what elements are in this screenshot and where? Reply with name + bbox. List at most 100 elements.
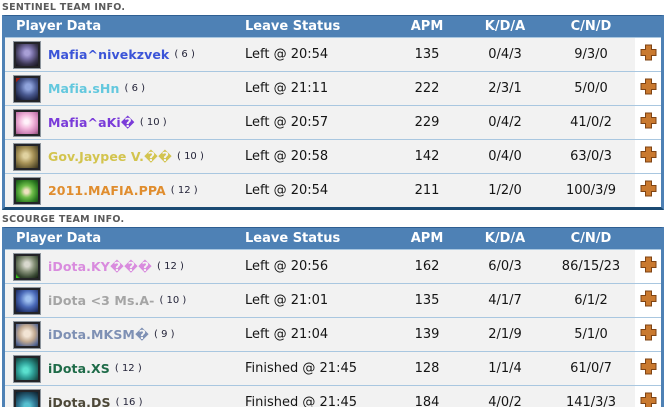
plus-icon bbox=[640, 290, 656, 307]
apm-value: 211 bbox=[391, 173, 463, 207]
player-level: ( 6 ) bbox=[124, 83, 146, 94]
player-name: iDota.MKSM� bbox=[48, 327, 149, 342]
leave-status: Left @ 21:11 bbox=[233, 71, 391, 106]
player-name: iDota.DS bbox=[48, 395, 111, 407]
sentinel-team-table: Player Data Leave Status APM K/D/A C/N/D… bbox=[2, 15, 664, 210]
player-name: Gov.Jaypee V.�� bbox=[48, 149, 172, 164]
kda-value: 0/4/2 bbox=[463, 105, 547, 140]
cnd-value: 5/0/0 bbox=[547, 71, 635, 106]
cnd-value: 100/3/9 bbox=[547, 173, 635, 207]
leave-status: Left @ 20:57 bbox=[233, 105, 391, 140]
expand-plus-button[interactable] bbox=[640, 146, 657, 163]
cnd-value: 5/1/0 bbox=[547, 317, 635, 352]
col-header-expand bbox=[635, 16, 661, 38]
plus-icon bbox=[640, 146, 656, 163]
sentinel-section: SENTINEL TEAM INFO. Player Data Leave St… bbox=[2, 2, 669, 210]
cnd-value: 9/3/0 bbox=[547, 37, 635, 72]
player-name: iDota.XS bbox=[48, 361, 110, 376]
col-header-cnd: C/N/D bbox=[547, 228, 635, 250]
apm-value: 128 bbox=[391, 351, 463, 386]
hero-portrait-icon bbox=[13, 354, 41, 383]
player-row: iDota.DS ( 16 ) Finished @ 21:45 184 4/0/… bbox=[5, 385, 661, 407]
plus-icon bbox=[640, 78, 656, 95]
leave-status: Finished @ 21:45 bbox=[233, 351, 391, 386]
expand-plus-button[interactable] bbox=[640, 78, 657, 95]
expand-plus-button[interactable] bbox=[640, 358, 657, 375]
plus-icon bbox=[640, 112, 656, 129]
header-row: Player Data Leave Status APM K/D/A C/N/D bbox=[5, 228, 661, 250]
hero-portrait-icon bbox=[13, 40, 41, 69]
player-row: 2011.MAFIA.PPA ( 12 ) Left @ 20:54 211 1/… bbox=[5, 173, 661, 207]
apm-value: 229 bbox=[391, 105, 463, 140]
leave-status: Left @ 20:54 bbox=[233, 37, 391, 72]
apm-value: 142 bbox=[391, 139, 463, 174]
leave-status: Left @ 20:56 bbox=[233, 249, 391, 284]
plus-icon bbox=[640, 44, 656, 61]
player-row: Mafia^aKi�( 10 ) Left @ 20:57 229 0/4/2 … bbox=[5, 105, 661, 140]
apm-value: 135 bbox=[391, 37, 463, 72]
player-name: iDota <3 Ms.A- bbox=[48, 293, 155, 308]
expand-plus-button[interactable] bbox=[640, 44, 657, 61]
kda-value: 1/2/0 bbox=[463, 173, 547, 207]
player-row: Gov.Jaypee V.�� ( 10 ) Left @ 20:58 142 0… bbox=[5, 139, 661, 174]
hero-portrait-icon bbox=[13, 252, 41, 281]
player-name: Mafia.sHn bbox=[48, 81, 120, 96]
apm-value: 162 bbox=[391, 249, 463, 284]
kda-value: 2/1/9 bbox=[463, 317, 547, 352]
col-header-leave-status: Leave Status bbox=[233, 16, 391, 38]
kda-value: 2/3/1 bbox=[463, 71, 547, 106]
expand-plus-button[interactable] bbox=[640, 324, 657, 341]
expand-plus-button[interactable] bbox=[640, 180, 657, 197]
header-row: Player Data Leave Status APM K/D/A C/N/D bbox=[5, 16, 661, 38]
col-header-player-data: Player Data bbox=[5, 228, 233, 250]
cnd-value: 63/0/3 bbox=[547, 139, 635, 174]
apm-value: 222 bbox=[391, 71, 463, 106]
player-name: 2011.MAFIA.PPA bbox=[48, 183, 166, 198]
kda-value: 0/4/3 bbox=[463, 37, 547, 72]
player-level: ( 10 ) bbox=[176, 151, 204, 162]
kda-value: 4/1/7 bbox=[463, 283, 547, 318]
player-row: iDota.KY��� ( 12 ) Left @ 20:56 162 6/0/3… bbox=[5, 249, 661, 284]
kda-value: 1/1/4 bbox=[463, 351, 547, 386]
scourge-section: SCOURGE TEAM INFO. Player Data Leave Sta… bbox=[2, 214, 669, 407]
leave-status: Finished @ 21:45 bbox=[233, 385, 391, 407]
col-header-player-data: Player Data bbox=[5, 16, 233, 38]
scourge-team-table: Player Data Leave Status APM K/D/A C/N/D… bbox=[2, 227, 664, 407]
expand-plus-button[interactable] bbox=[640, 290, 657, 307]
apm-value: 184 bbox=[391, 385, 463, 407]
player-row: iDota <3 Ms.A- ( 10 ) Left @ 21:01 135 4/… bbox=[5, 283, 661, 318]
player-level: ( 6 ) bbox=[174, 49, 195, 60]
hero-portrait-icon bbox=[13, 388, 41, 407]
hero-portrait-icon bbox=[13, 320, 41, 349]
leave-status: Left @ 20:58 bbox=[233, 139, 391, 174]
sentinel-team-label: SENTINEL TEAM INFO. bbox=[2, 2, 126, 13]
plus-icon bbox=[640, 324, 656, 341]
hero-portrait-icon bbox=[13, 176, 41, 205]
cnd-value: 41/0/2 bbox=[547, 105, 635, 140]
col-header-kda: K/D/A bbox=[463, 228, 547, 250]
player-row: iDota.MKSM�( 9 ) Left @ 21:04 139 2/1/9 … bbox=[5, 317, 661, 352]
cnd-value: 6/1/2 bbox=[547, 283, 635, 318]
player-level: ( 10 ) bbox=[139, 117, 167, 128]
player-name: Mafia^nivekzvek bbox=[48, 47, 170, 62]
hero-portrait-icon bbox=[13, 74, 41, 103]
leave-status: Left @ 21:04 bbox=[233, 317, 391, 352]
player-level: ( 10 ) bbox=[159, 295, 187, 306]
player-row: Mafia^nivekzvek ( 6 ) Left @ 20:54 135 0/… bbox=[5, 37, 661, 72]
leave-status: Left @ 20:54 bbox=[233, 173, 391, 207]
player-level: ( 16 ) bbox=[115, 397, 143, 407]
player-level: ( 12 ) bbox=[157, 261, 184, 272]
hero-portrait-icon bbox=[13, 142, 41, 171]
plus-icon bbox=[640, 358, 656, 375]
expand-plus-button[interactable] bbox=[640, 256, 657, 273]
kda-value: 0/4/0 bbox=[463, 139, 547, 174]
expand-plus-button[interactable] bbox=[640, 392, 657, 407]
col-header-leave-status: Leave Status bbox=[233, 228, 391, 250]
col-header-cnd: C/N/D bbox=[547, 16, 635, 38]
col-header-apm: APM bbox=[391, 228, 463, 250]
player-row: Mafia.sHn ( 6 ) Left @ 21:11 222 2/3/1 5/… bbox=[5, 71, 661, 106]
cnd-value: 141/3/3 bbox=[547, 385, 635, 407]
expand-plus-button[interactable] bbox=[640, 112, 657, 129]
player-row: iDota.XS ( 12 ) Finished @ 21:45 128 1/1/… bbox=[5, 351, 661, 386]
